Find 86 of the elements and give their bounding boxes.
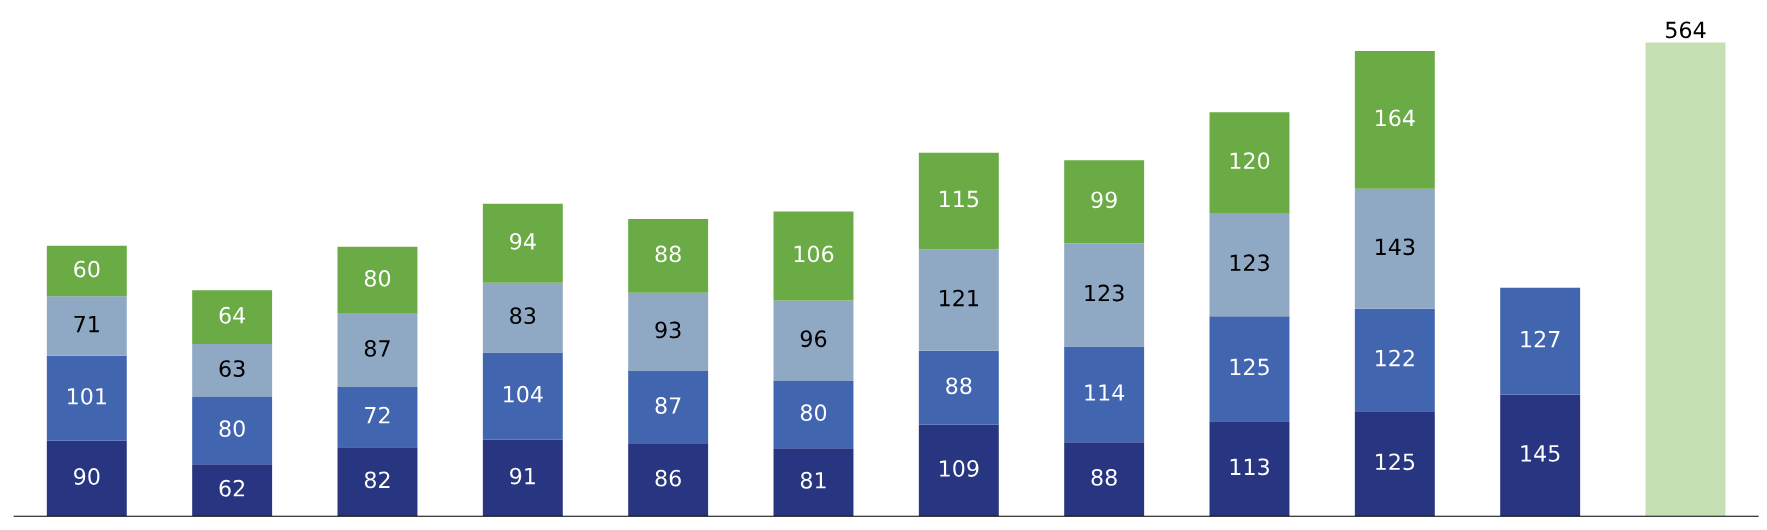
bar (773, 448, 854, 517)
data-label: 127 (1521, 330, 1560, 348)
data-label: 564 (1666, 21, 1706, 39)
bar (918, 424, 999, 517)
data-label: 113 (1230, 458, 1269, 476)
bar (482, 203, 563, 283)
bar (918, 350, 999, 425)
data-label: 125 (1230, 358, 1269, 376)
data-label: 71 (74, 315, 99, 333)
data-label: 93 (655, 321, 681, 339)
bar (46, 245, 127, 297)
data-label: 101 (68, 387, 106, 405)
data-label: 96 (800, 330, 827, 348)
bar (773, 300, 854, 382)
data-label: 82 (364, 471, 390, 489)
bar (1064, 442, 1145, 517)
data-label: 62 (219, 479, 245, 497)
bar (628, 218, 709, 293)
bar (337, 313, 418, 387)
bar (192, 464, 273, 517)
data-label: 123 (1230, 254, 1269, 272)
data-label: 86 (655, 469, 681, 487)
bar (918, 249, 999, 351)
data-label: 80 (364, 269, 391, 287)
data-label: 164 (1376, 109, 1415, 127)
bar (482, 282, 563, 353)
data-label: 80 (800, 404, 827, 422)
bar (46, 355, 127, 441)
bar (1354, 188, 1435, 309)
data-label: 115 (940, 190, 979, 208)
data-label: 143 (1376, 238, 1415, 256)
data-label: 104 (504, 385, 543, 403)
data-label: 87 (364, 340, 390, 357)
data-label: 80 (219, 420, 245, 438)
bar (192, 344, 273, 397)
data-label: 145 (1521, 445, 1560, 462)
bar (192, 290, 273, 345)
bar (1500, 287, 1581, 395)
bar (192, 396, 273, 465)
bar (918, 152, 999, 250)
data-label: 60 (74, 260, 100, 278)
data-label: 123 (1085, 284, 1124, 302)
bar (337, 386, 418, 448)
bar (46, 296, 127, 356)
data-label: 91 (510, 467, 535, 485)
data-label: 63 (219, 360, 245, 377)
bar (1209, 316, 1290, 422)
bar (1209, 213, 1290, 317)
data-label: 122 (1376, 349, 1414, 367)
data-label: 88 (946, 377, 972, 395)
data-label: 87 (655, 397, 681, 414)
data-label: 94 (510, 232, 536, 250)
bar (628, 444, 709, 517)
data-label: 88 (1091, 468, 1117, 486)
data-label: 109 (940, 460, 979, 477)
data-label: 120 (1230, 152, 1270, 170)
bar (1209, 421, 1290, 517)
bar (482, 439, 563, 517)
data-label: 64 (219, 306, 246, 324)
data-label: 88 (655, 245, 681, 263)
bar (628, 370, 709, 444)
data-label: 114 (1085, 384, 1125, 401)
bar (46, 440, 127, 517)
bar (1064, 243, 1145, 347)
bar (1064, 346, 1145, 443)
bar (1500, 394, 1581, 517)
data-label: 72 (365, 406, 390, 424)
bar (773, 381, 854, 449)
bar (1064, 160, 1145, 244)
bar (337, 246, 418, 314)
data-label: 121 (940, 289, 978, 307)
bar (482, 352, 563, 440)
data-label: 106 (794, 245, 834, 263)
bar (1354, 411, 1435, 517)
bar (628, 292, 709, 371)
bar (1354, 308, 1435, 412)
data-label: 99 (1091, 191, 1117, 209)
bar (1354, 51, 1435, 189)
bar (337, 447, 418, 517)
data-label: 90 (74, 468, 100, 485)
bar (773, 211, 854, 301)
data-label: 83 (510, 307, 536, 325)
bar (1209, 112, 1290, 214)
data-label: 81 (800, 471, 826, 489)
data-label: 125 (1376, 453, 1415, 471)
bar (1645, 42, 1726, 517)
